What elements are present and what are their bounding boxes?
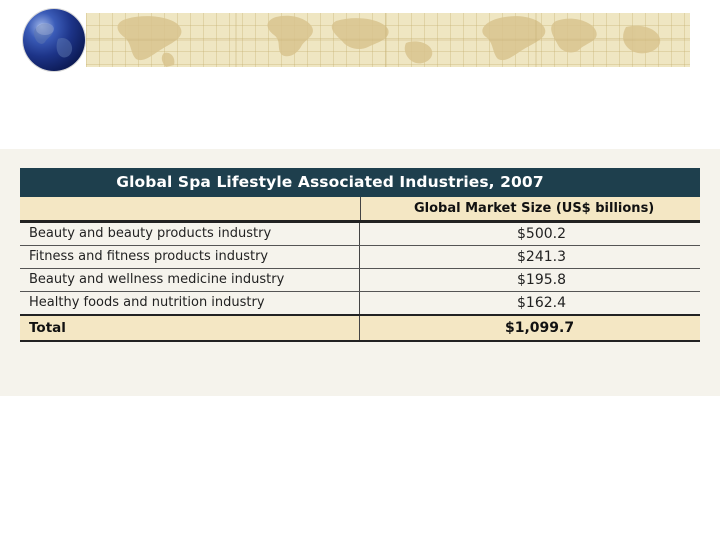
row-value: $500.2	[517, 226, 566, 242]
table-row: Healthy foods and nutrition industry $16…	[20, 292, 700, 314]
header-blank-cell	[20, 197, 361, 220]
row-value: $195.8	[517, 272, 566, 288]
world-map-banner	[86, 13, 690, 67]
row-value: $162.4	[517, 295, 566, 311]
market-size-table: Global Spa Lifestyle Associated Industri…	[20, 168, 700, 349]
table-title: Global Spa Lifestyle Associated Industri…	[20, 168, 700, 197]
globe-icon	[23, 9, 85, 71]
row-label: Fitness and fitness products industry	[20, 246, 360, 268]
total-row: Total $1,099.7	[20, 314, 700, 342]
column-header: Global Market Size (US$ billions)	[361, 197, 700, 220]
table-header-row: Global Market Size (US$ billions)	[20, 197, 700, 223]
row-label: Beauty and wellness medicine industry	[20, 269, 360, 291]
table-row: Beauty and wellness medicine industry $1…	[20, 269, 700, 292]
table-row: Beauty and beauty products industry $500…	[20, 223, 700, 246]
row-label: Beauty and beauty products industry	[20, 223, 360, 245]
table-row: Fitness and fitness products industry $2…	[20, 246, 700, 269]
world-map-icon	[86, 13, 690, 67]
scanned-table-image: Global Spa Lifestyle Associated Industri…	[0, 149, 720, 396]
total-value: $1,099.7	[505, 320, 575, 336]
total-label: Total	[20, 316, 360, 340]
row-value: $241.3	[517, 249, 566, 265]
row-label: Healthy foods and nutrition industry	[20, 292, 360, 314]
